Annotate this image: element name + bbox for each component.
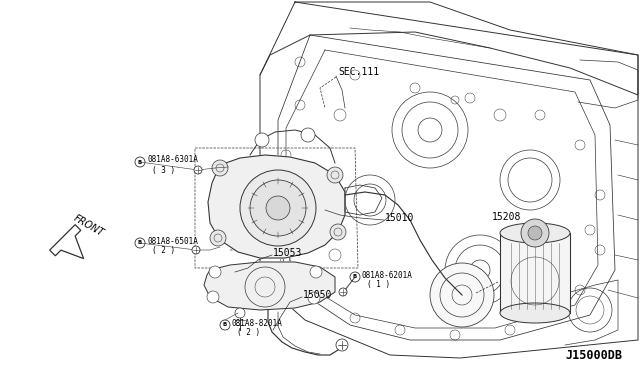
Circle shape — [301, 128, 315, 142]
Circle shape — [336, 339, 348, 351]
Text: 15050: 15050 — [303, 290, 332, 300]
Text: 081A8-6501A: 081A8-6501A — [147, 237, 198, 246]
Text: 15208: 15208 — [492, 212, 522, 222]
Text: ( 1 ): ( 1 ) — [367, 280, 390, 289]
Text: ( 2 ): ( 2 ) — [152, 247, 175, 256]
Circle shape — [194, 166, 202, 174]
Text: B: B — [353, 275, 357, 279]
Bar — [500, 233, 570, 313]
Circle shape — [339, 288, 347, 296]
Circle shape — [330, 224, 346, 240]
Circle shape — [310, 266, 322, 278]
Text: 15053: 15053 — [273, 248, 302, 258]
Circle shape — [430, 263, 494, 327]
Circle shape — [235, 308, 245, 318]
Circle shape — [210, 230, 226, 246]
Text: SEC.111: SEC.111 — [338, 67, 379, 77]
Circle shape — [327, 167, 343, 183]
Circle shape — [528, 226, 542, 240]
Circle shape — [192, 246, 200, 254]
Ellipse shape — [500, 223, 570, 243]
Text: B: B — [223, 323, 227, 327]
Ellipse shape — [500, 303, 570, 323]
Text: 15010: 15010 — [385, 213, 414, 223]
Text: ( 3 ): ( 3 ) — [152, 166, 175, 174]
Circle shape — [207, 291, 219, 303]
Circle shape — [266, 196, 290, 220]
Text: 081A8-8201A: 081A8-8201A — [232, 318, 283, 327]
Circle shape — [250, 180, 306, 236]
Polygon shape — [204, 262, 335, 310]
Circle shape — [521, 219, 549, 247]
Circle shape — [212, 160, 228, 176]
Text: FRONT: FRONT — [72, 214, 106, 239]
Circle shape — [308, 292, 320, 304]
Circle shape — [255, 133, 269, 147]
Text: B: B — [138, 241, 142, 246]
Text: ( 2 ): ( 2 ) — [237, 328, 260, 337]
Circle shape — [209, 266, 221, 278]
Text: J15000DB: J15000DB — [565, 349, 622, 362]
Text: B: B — [138, 160, 142, 164]
Text: 081A8-6301A: 081A8-6301A — [147, 155, 198, 164]
Circle shape — [240, 170, 316, 246]
Text: 081A8-6201A: 081A8-6201A — [362, 270, 413, 279]
Polygon shape — [208, 155, 345, 258]
